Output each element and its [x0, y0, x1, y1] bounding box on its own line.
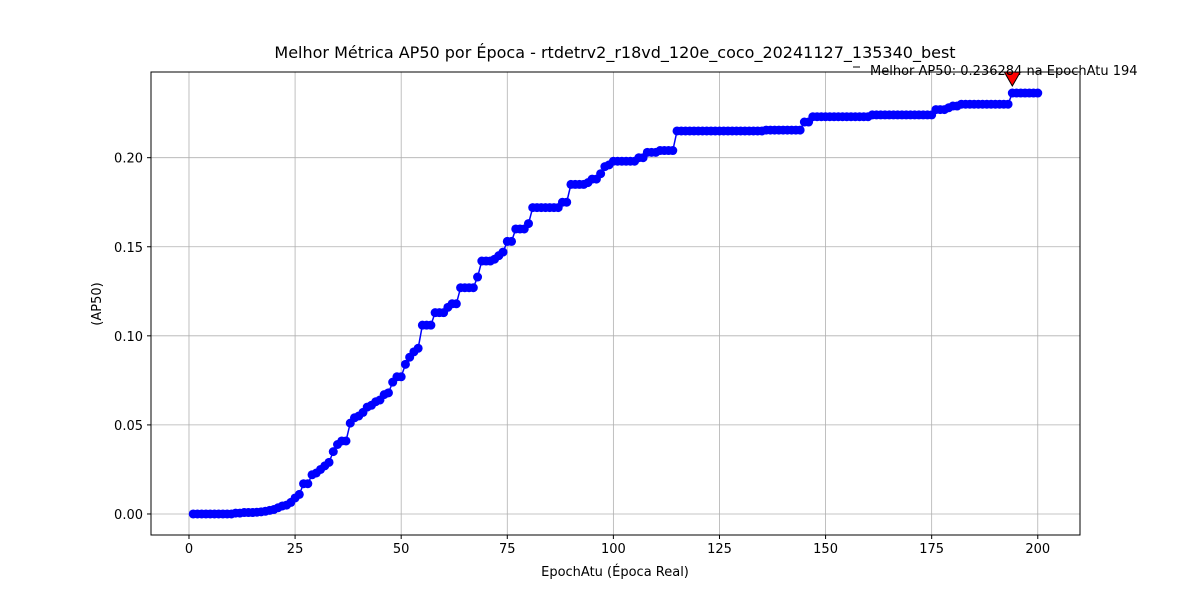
x-tick-label: 0	[185, 542, 193, 557]
data-point	[400, 359, 410, 369]
y-tick-label: 0.05	[114, 419, 143, 434]
data-point	[451, 299, 461, 309]
x-tick-label: 50	[393, 542, 410, 557]
data-point	[413, 343, 423, 353]
data-point	[795, 125, 805, 135]
y-tick-label: 0.00	[114, 508, 143, 523]
data-point	[498, 247, 508, 257]
data-point	[426, 320, 436, 330]
data-point	[507, 236, 517, 246]
series-line	[193, 92, 1038, 515]
x-tick-label: 75	[499, 542, 516, 557]
y-axis-label: (AP50)	[90, 282, 105, 325]
plot-frame	[150, 71, 1081, 536]
y-tick-label: 0.15	[114, 241, 143, 256]
x-tick-label: 150	[813, 542, 838, 557]
x-tick-label: 25	[287, 542, 304, 557]
data-point	[383, 388, 393, 398]
x-tick-label: 125	[707, 542, 732, 557]
data-point	[328, 447, 338, 457]
data-point	[1033, 88, 1043, 98]
best-marker	[1003, 71, 1022, 88]
data-point	[1003, 99, 1013, 109]
y-tick-label: 0.20	[114, 152, 143, 167]
x-tick-label: 100	[601, 542, 626, 557]
data-point	[596, 169, 606, 179]
x-tick-label: 200	[1025, 542, 1050, 557]
data-point	[396, 372, 406, 382]
data-point	[341, 436, 351, 446]
data-point	[303, 479, 313, 489]
annotation: Melhor AP50: 0.236284 na EpochAtu 194	[870, 64, 1138, 79]
data-point	[562, 197, 572, 207]
data-point	[294, 489, 304, 499]
data-point	[473, 272, 483, 282]
data-point	[468, 283, 478, 293]
y-tick-label: 0.10	[114, 330, 143, 345]
data-point	[523, 219, 533, 229]
x-tick-label: 175	[919, 542, 944, 557]
x-axis-label: EpochAtu (Época Real)	[541, 564, 689, 580]
chart-title: Melhor Métrica AP50 por Época - rtdetrv2…	[274, 43, 955, 63]
data-point	[668, 146, 678, 156]
data-point	[324, 457, 334, 467]
